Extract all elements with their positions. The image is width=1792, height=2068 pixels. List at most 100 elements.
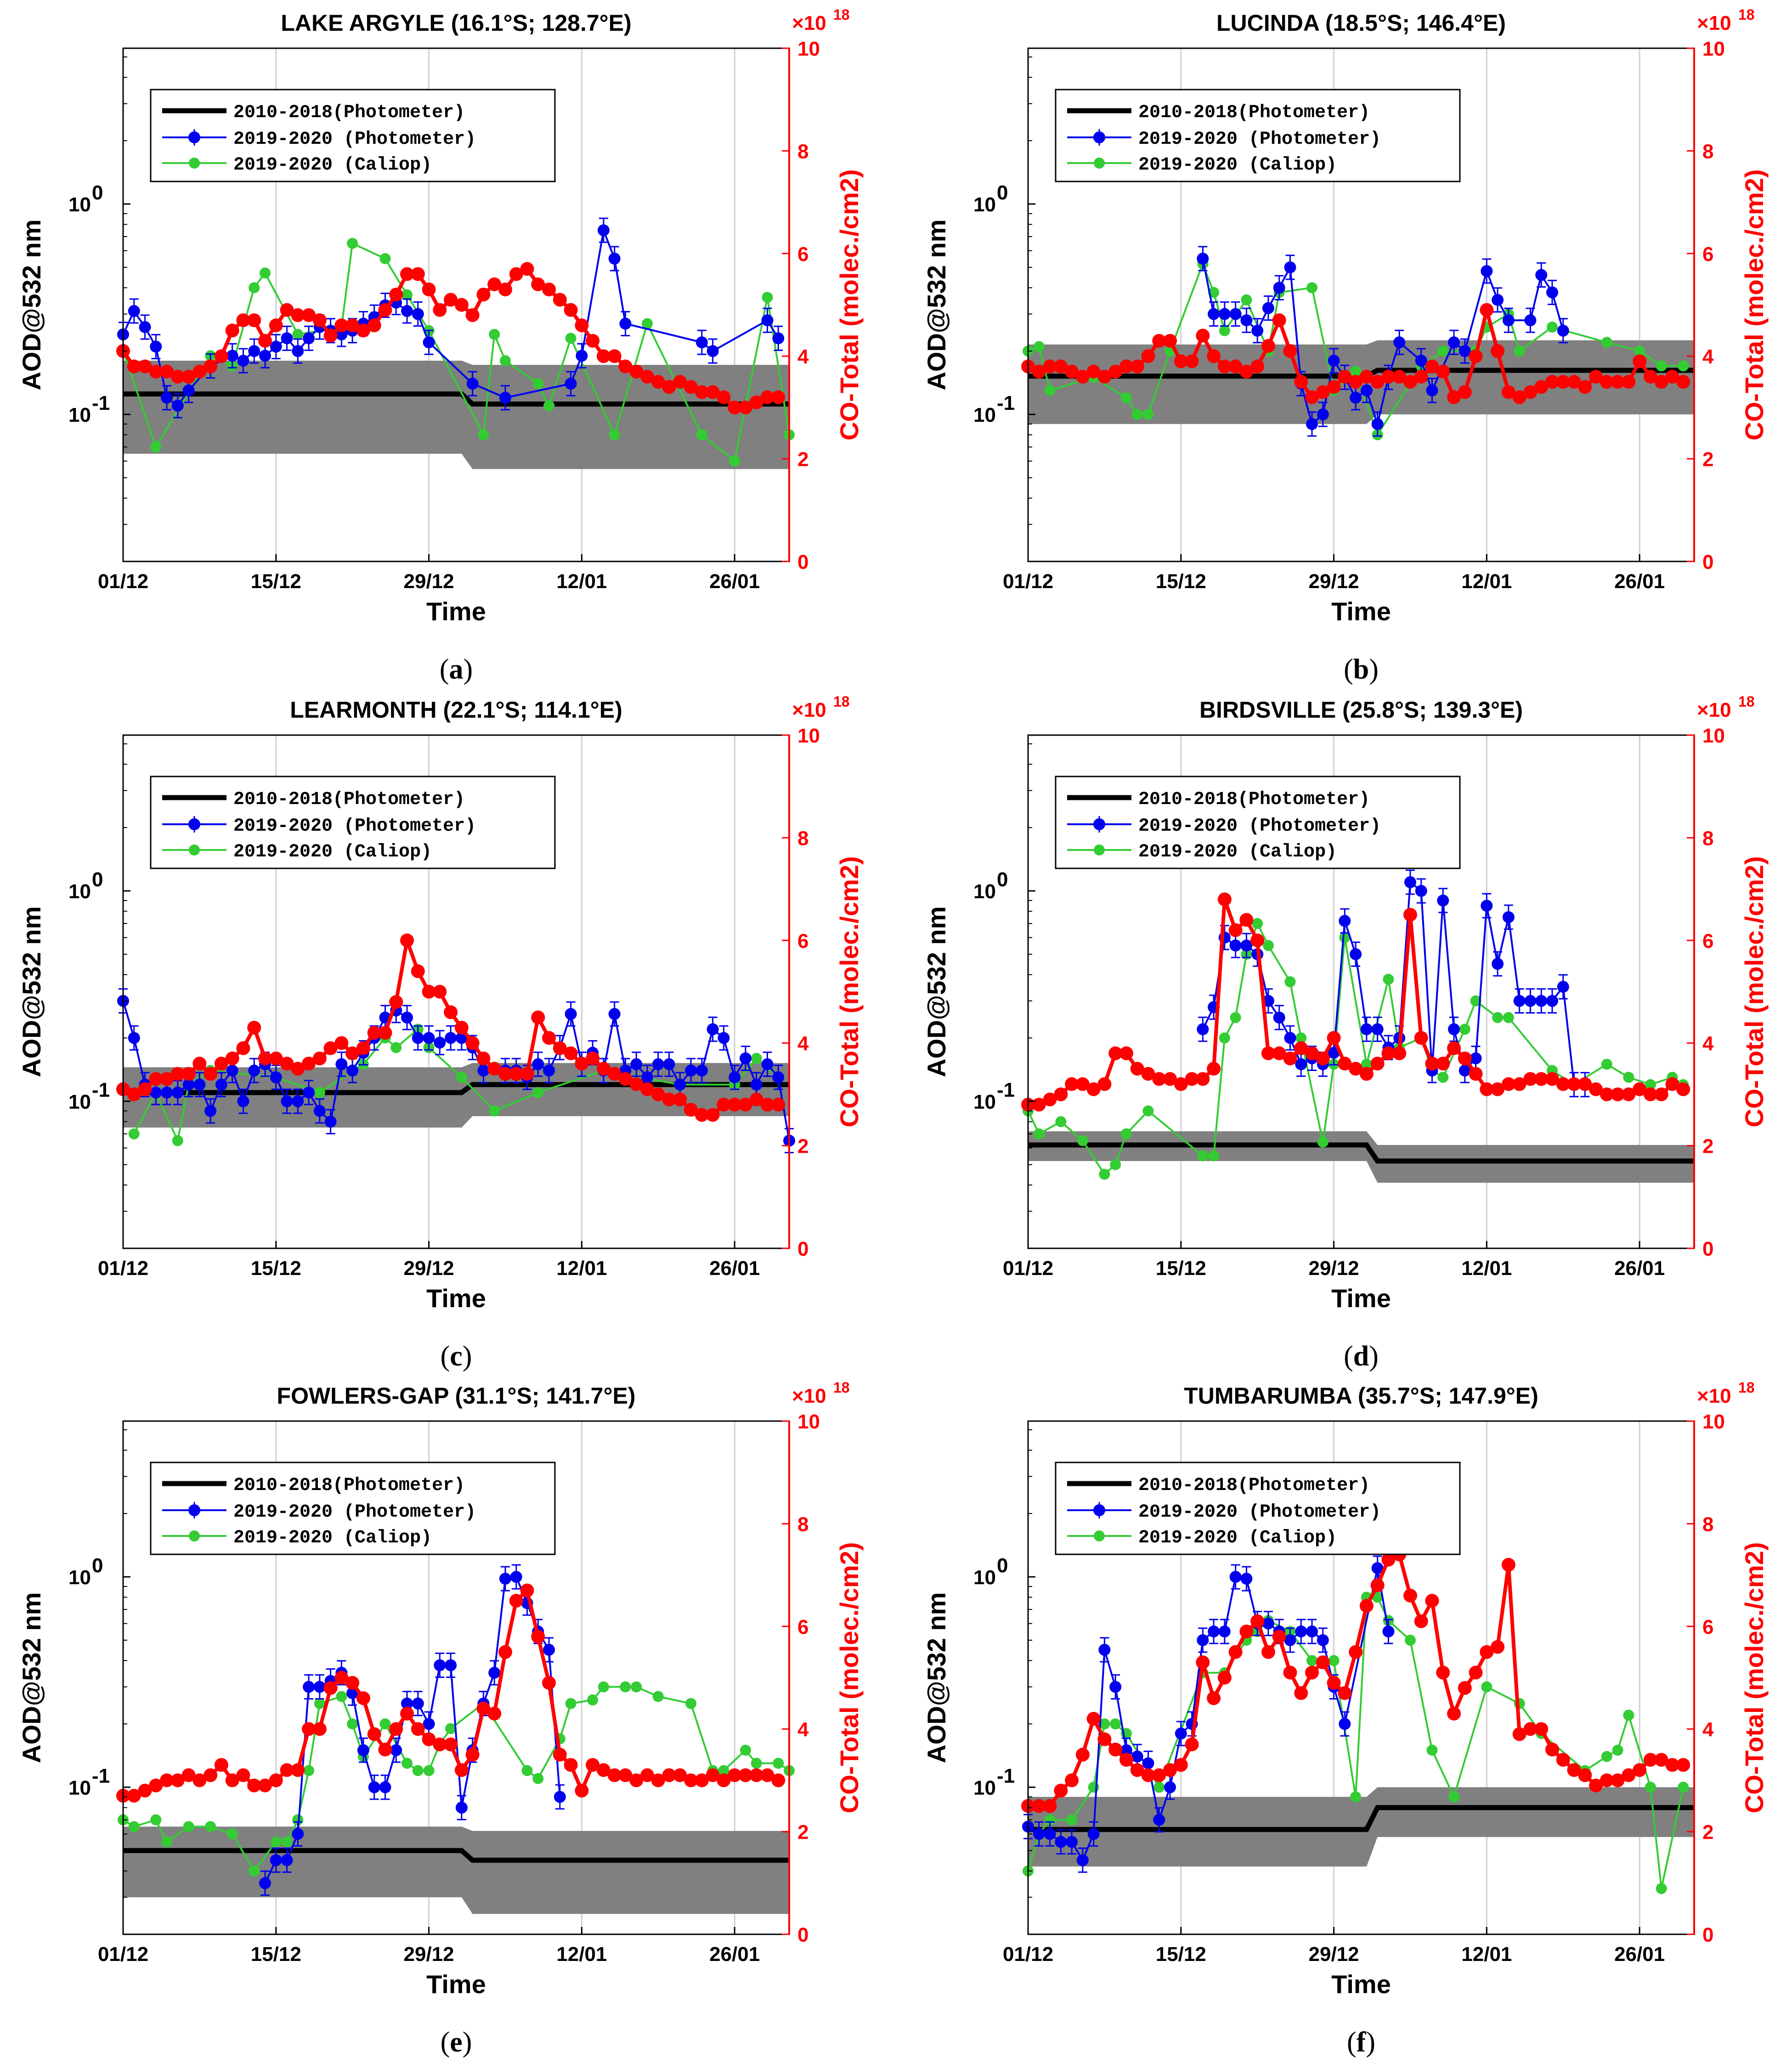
co-total-point bbox=[192, 1773, 207, 1787]
co-total-point bbox=[1436, 1056, 1450, 1071]
photometer-point bbox=[292, 1095, 304, 1107]
photometer-point bbox=[1033, 1828, 1045, 1840]
y-left-tick-exponent: 0 bbox=[92, 181, 103, 204]
caliop-point bbox=[150, 1814, 162, 1825]
caliop-point bbox=[1350, 1791, 1362, 1802]
co-total-point bbox=[367, 1727, 381, 1741]
co-total-point bbox=[1676, 1082, 1690, 1096]
co-total-point bbox=[356, 1691, 370, 1705]
legend: 2010-2018(Photometer) 2019-2020 (Photomet… bbox=[150, 89, 556, 182]
caliop-point bbox=[172, 1135, 183, 1146]
co-total-point bbox=[629, 364, 644, 379]
photometer-point bbox=[401, 1697, 413, 1710]
caliop-point bbox=[598, 1681, 609, 1693]
co-total-point bbox=[1480, 1082, 1494, 1096]
co-total-point bbox=[618, 1768, 633, 1782]
panel-label: (e) bbox=[441, 2027, 472, 2058]
climatology-line bbox=[1028, 1142, 1694, 1164]
co-total-point bbox=[192, 364, 207, 379]
co-total-point bbox=[640, 369, 654, 384]
co-total-point bbox=[1370, 1578, 1385, 1592]
caliop-point bbox=[1612, 1745, 1623, 1756]
co-total-point bbox=[1316, 1051, 1330, 1065]
co-total-point bbox=[662, 1768, 676, 1782]
photometer-point bbox=[270, 340, 282, 353]
co-total-point bbox=[498, 282, 512, 296]
legend-box bbox=[150, 1462, 556, 1555]
photometer-point bbox=[270, 1071, 282, 1083]
co-total-point bbox=[476, 1051, 491, 1065]
photometer-point bbox=[292, 1828, 304, 1840]
co-total-point bbox=[389, 995, 403, 1009]
co-total-point bbox=[1174, 354, 1188, 368]
co-total-point bbox=[1534, 1072, 1549, 1086]
co-total-point bbox=[1654, 1087, 1668, 1101]
co-total-point bbox=[509, 1593, 523, 1608]
co-total-point bbox=[1491, 1082, 1505, 1096]
climatology-line bbox=[123, 391, 789, 407]
y-left-tick-label: 10 bbox=[68, 193, 91, 216]
panel-label: (b) bbox=[1344, 654, 1379, 685]
y-right-axis-label: CO-Total (molec./cm2) bbox=[1740, 856, 1769, 1127]
co-total-point bbox=[334, 1671, 349, 1685]
caliop-point bbox=[1601, 337, 1612, 348]
co-total-point bbox=[1130, 1062, 1144, 1076]
co-total-point bbox=[280, 303, 294, 317]
legend-entry: 2019-2020 (Caliop) bbox=[1138, 155, 1337, 176]
legend: 2010-2018(Photometer) 2019-2020 (Photomet… bbox=[150, 1462, 556, 1555]
co-total-point bbox=[596, 1062, 611, 1076]
legend-swatch-caliop-marker bbox=[189, 844, 200, 856]
photometer-point bbox=[1360, 384, 1373, 397]
co-total-point bbox=[1534, 380, 1549, 394]
co-total-series bbox=[116, 1583, 786, 1803]
x-tick-label: 15/12 bbox=[251, 1257, 301, 1280]
caliop-point bbox=[150, 441, 162, 453]
co-total-point bbox=[356, 323, 370, 338]
co-total-point bbox=[422, 985, 436, 999]
co-total-point bbox=[225, 1773, 239, 1787]
caliop-point bbox=[1656, 360, 1667, 372]
y-right-tick-label: 0 bbox=[1702, 551, 1713, 573]
legend-entry: 2019-2020 (Caliop) bbox=[1138, 1528, 1337, 1548]
photometer-point bbox=[510, 1571, 522, 1583]
co-total-point bbox=[433, 303, 447, 317]
co-total-point bbox=[738, 1098, 752, 1112]
legend-entry: 2010-2018(Photometer) bbox=[1138, 789, 1370, 810]
co-total-point bbox=[1676, 375, 1690, 389]
photometer-point bbox=[761, 1058, 774, 1071]
photometer-point bbox=[1328, 355, 1340, 367]
co-total-point bbox=[1075, 1077, 1090, 1091]
caliop-point bbox=[631, 1681, 642, 1693]
y-left-tick-label: 10 bbox=[973, 880, 996, 903]
co-total-point bbox=[1174, 1758, 1188, 1772]
co-total-point bbox=[1196, 329, 1210, 343]
co-total-point bbox=[291, 308, 305, 322]
caliop-point bbox=[1033, 1128, 1045, 1139]
photometer-point bbox=[215, 1078, 227, 1091]
photometer-point bbox=[1218, 1625, 1231, 1637]
photometer-point bbox=[729, 1071, 741, 1083]
co-total-point bbox=[1272, 1046, 1286, 1060]
caliop-point bbox=[489, 329, 500, 340]
photometer-point bbox=[357, 1744, 369, 1756]
photometer-point bbox=[1317, 1634, 1329, 1646]
photometer-point bbox=[1393, 336, 1406, 349]
photometer-point bbox=[182, 384, 195, 397]
y-left-tick-exponent: 0 bbox=[997, 181, 1008, 204]
x-tick-label: 29/12 bbox=[1309, 1257, 1359, 1280]
caliop-point bbox=[1306, 282, 1318, 294]
co-total-point bbox=[771, 1098, 786, 1112]
caliop-point bbox=[685, 1698, 697, 1709]
co-total-point bbox=[378, 303, 392, 317]
photometer-point bbox=[182, 1078, 195, 1091]
photometer-point bbox=[1098, 1643, 1111, 1656]
caliop-point bbox=[489, 1105, 500, 1116]
caliop-point bbox=[1077, 1135, 1088, 1146]
co-total-point bbox=[1065, 364, 1079, 379]
x-tick-label: 12/01 bbox=[556, 1943, 607, 1966]
caliop-point bbox=[303, 1765, 315, 1776]
co-total-point bbox=[586, 334, 600, 348]
caliop-point bbox=[499, 355, 511, 367]
caliop-point bbox=[390, 1042, 402, 1054]
photometer-point bbox=[248, 345, 260, 357]
